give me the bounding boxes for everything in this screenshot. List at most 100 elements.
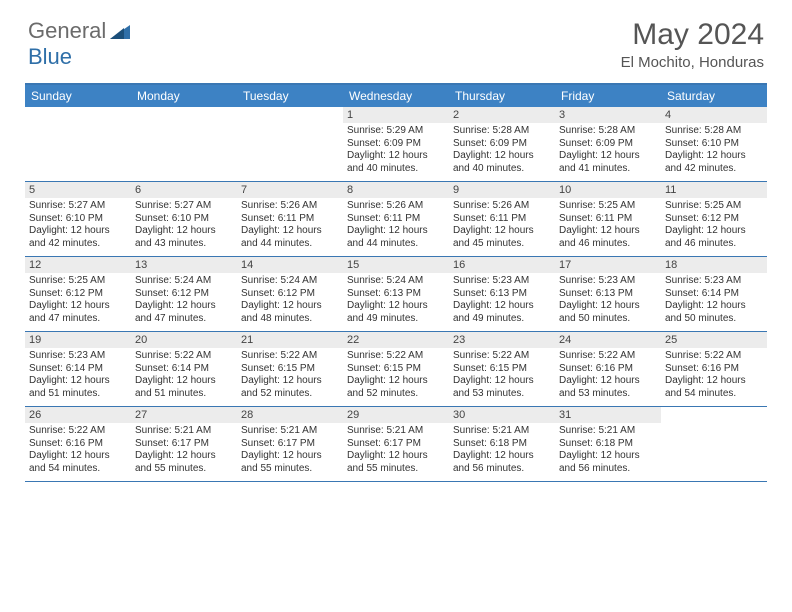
daylight-text: Daylight: 12 hours and 50 minutes.	[665, 300, 763, 325]
day-cell: 9Sunrise: 5:26 AMSunset: 6:11 PMDaylight…	[449, 182, 555, 256]
day-details: Sunrise: 5:22 AMSunset: 6:16 PMDaylight:…	[661, 348, 767, 404]
title-month: May 2024	[621, 18, 764, 52]
day-cell: 4Sunrise: 5:28 AMSunset: 6:10 PMDaylight…	[661, 107, 767, 181]
day-cell: 3Sunrise: 5:28 AMSunset: 6:09 PMDaylight…	[555, 107, 661, 181]
daylight-text: Daylight: 12 hours and 45 minutes.	[453, 225, 551, 250]
day-details: Sunrise: 5:23 AMSunset: 6:13 PMDaylight:…	[449, 273, 555, 329]
sunset-text: Sunset: 6:15 PM	[241, 363, 339, 376]
day-cell: 31Sunrise: 5:21 AMSunset: 6:18 PMDayligh…	[555, 407, 661, 481]
sunset-text: Sunset: 6:18 PM	[559, 438, 657, 451]
daylight-text: Daylight: 12 hours and 44 minutes.	[241, 225, 339, 250]
day-cell: 21Sunrise: 5:22 AMSunset: 6:15 PMDayligh…	[237, 332, 343, 406]
daylight-text: Daylight: 12 hours and 51 minutes.	[135, 375, 233, 400]
sunset-text: Sunset: 6:14 PM	[29, 363, 127, 376]
day-number: 26	[25, 407, 131, 423]
sunset-text: Sunset: 6:16 PM	[559, 363, 657, 376]
daylight-text: Daylight: 12 hours and 54 minutes.	[665, 375, 763, 400]
day-number: 2	[449, 107, 555, 123]
day-cell: 25Sunrise: 5:22 AMSunset: 6:16 PMDayligh…	[661, 332, 767, 406]
brand-triangle-icon	[110, 23, 130, 39]
sunset-text: Sunset: 6:11 PM	[559, 213, 657, 226]
day-number: 7	[237, 182, 343, 198]
day-number: 12	[25, 257, 131, 273]
week-row: 5Sunrise: 5:27 AMSunset: 6:10 PMDaylight…	[25, 182, 767, 257]
sunset-text: Sunset: 6:17 PM	[135, 438, 233, 451]
day-number: 19	[25, 332, 131, 348]
day-cell: 16Sunrise: 5:23 AMSunset: 6:13 PMDayligh…	[449, 257, 555, 331]
day-details: Sunrise: 5:23 AMSunset: 6:14 PMDaylight:…	[661, 273, 767, 329]
day-header: Sunday	[25, 85, 131, 107]
daylight-text: Daylight: 12 hours and 47 minutes.	[29, 300, 127, 325]
daylight-text: Daylight: 12 hours and 42 minutes.	[29, 225, 127, 250]
day-header: Friday	[555, 85, 661, 107]
day-details: Sunrise: 5:27 AMSunset: 6:10 PMDaylight:…	[131, 198, 237, 254]
day-details: Sunrise: 5:21 AMSunset: 6:18 PMDaylight:…	[449, 423, 555, 479]
day-details: Sunrise: 5:25 AMSunset: 6:11 PMDaylight:…	[555, 198, 661, 254]
daylight-text: Daylight: 12 hours and 53 minutes.	[559, 375, 657, 400]
sunset-text: Sunset: 6:10 PM	[665, 138, 763, 151]
day-header: Wednesday	[343, 85, 449, 107]
day-cell: 23Sunrise: 5:22 AMSunset: 6:15 PMDayligh…	[449, 332, 555, 406]
sunset-text: Sunset: 6:09 PM	[347, 138, 445, 151]
sunrise-text: Sunrise: 5:21 AM	[453, 425, 551, 438]
sunset-text: Sunset: 6:09 PM	[559, 138, 657, 151]
sunrise-text: Sunrise: 5:27 AM	[135, 200, 233, 213]
day-cell: 17Sunrise: 5:23 AMSunset: 6:13 PMDayligh…	[555, 257, 661, 331]
day-details: Sunrise: 5:22 AMSunset: 6:16 PMDaylight:…	[25, 423, 131, 479]
sunset-text: Sunset: 6:11 PM	[453, 213, 551, 226]
day-details: Sunrise: 5:27 AMSunset: 6:10 PMDaylight:…	[25, 198, 131, 254]
day-details: Sunrise: 5:24 AMSunset: 6:12 PMDaylight:…	[131, 273, 237, 329]
day-cell: 1Sunrise: 5:29 AMSunset: 6:09 PMDaylight…	[343, 107, 449, 181]
sunrise-text: Sunrise: 5:25 AM	[559, 200, 657, 213]
day-cell: 15Sunrise: 5:24 AMSunset: 6:13 PMDayligh…	[343, 257, 449, 331]
title-location: El Mochito, Honduras	[621, 54, 764, 71]
sunset-text: Sunset: 6:17 PM	[241, 438, 339, 451]
day-number	[237, 107, 343, 123]
sunrise-text: Sunrise: 5:22 AM	[347, 350, 445, 363]
sunrise-text: Sunrise: 5:25 AM	[665, 200, 763, 213]
day-number	[25, 107, 131, 123]
sunset-text: Sunset: 6:15 PM	[347, 363, 445, 376]
day-cell: 30Sunrise: 5:21 AMSunset: 6:18 PMDayligh…	[449, 407, 555, 481]
sunset-text: Sunset: 6:12 PM	[241, 288, 339, 301]
day-number: 11	[661, 182, 767, 198]
daylight-text: Daylight: 12 hours and 41 minutes.	[559, 150, 657, 175]
day-number: 9	[449, 182, 555, 198]
daylight-text: Daylight: 12 hours and 56 minutes.	[453, 450, 551, 475]
day-cell: 10Sunrise: 5:25 AMSunset: 6:11 PMDayligh…	[555, 182, 661, 256]
sunset-text: Sunset: 6:13 PM	[559, 288, 657, 301]
day-details: Sunrise: 5:28 AMSunset: 6:10 PMDaylight:…	[661, 123, 767, 179]
sunrise-text: Sunrise: 5:21 AM	[347, 425, 445, 438]
daylight-text: Daylight: 12 hours and 55 minutes.	[347, 450, 445, 475]
week-row: 1Sunrise: 5:29 AMSunset: 6:09 PMDaylight…	[25, 107, 767, 182]
daylight-text: Daylight: 12 hours and 44 minutes.	[347, 225, 445, 250]
sunset-text: Sunset: 6:15 PM	[453, 363, 551, 376]
day-header: Monday	[131, 85, 237, 107]
day-details: Sunrise: 5:22 AMSunset: 6:16 PMDaylight:…	[555, 348, 661, 404]
sunrise-text: Sunrise: 5:23 AM	[453, 275, 551, 288]
calendar-grid: SundayMondayTuesdayWednesdayThursdayFrid…	[25, 83, 767, 482]
day-number: 24	[555, 332, 661, 348]
day-number: 30	[449, 407, 555, 423]
sunset-text: Sunset: 6:16 PM	[665, 363, 763, 376]
day-number: 13	[131, 257, 237, 273]
day-number: 29	[343, 407, 449, 423]
daylight-text: Daylight: 12 hours and 42 minutes.	[665, 150, 763, 175]
brand-part1: General	[28, 18, 106, 44]
day-number: 25	[661, 332, 767, 348]
sunset-text: Sunset: 6:16 PM	[29, 438, 127, 451]
day-header-row: SundayMondayTuesdayWednesdayThursdayFrid…	[25, 85, 767, 107]
day-cell: 27Sunrise: 5:21 AMSunset: 6:17 PMDayligh…	[131, 407, 237, 481]
day-number	[661, 407, 767, 423]
day-number: 20	[131, 332, 237, 348]
sunrise-text: Sunrise: 5:21 AM	[135, 425, 233, 438]
day-details: Sunrise: 5:29 AMSunset: 6:09 PMDaylight:…	[343, 123, 449, 179]
day-number: 28	[237, 407, 343, 423]
day-cell: 8Sunrise: 5:26 AMSunset: 6:11 PMDaylight…	[343, 182, 449, 256]
day-details: Sunrise: 5:22 AMSunset: 6:15 PMDaylight:…	[343, 348, 449, 404]
day-number: 31	[555, 407, 661, 423]
day-number: 14	[237, 257, 343, 273]
day-details: Sunrise: 5:21 AMSunset: 6:17 PMDaylight:…	[131, 423, 237, 479]
day-details: Sunrise: 5:24 AMSunset: 6:12 PMDaylight:…	[237, 273, 343, 329]
sunrise-text: Sunrise: 5:28 AM	[453, 125, 551, 138]
